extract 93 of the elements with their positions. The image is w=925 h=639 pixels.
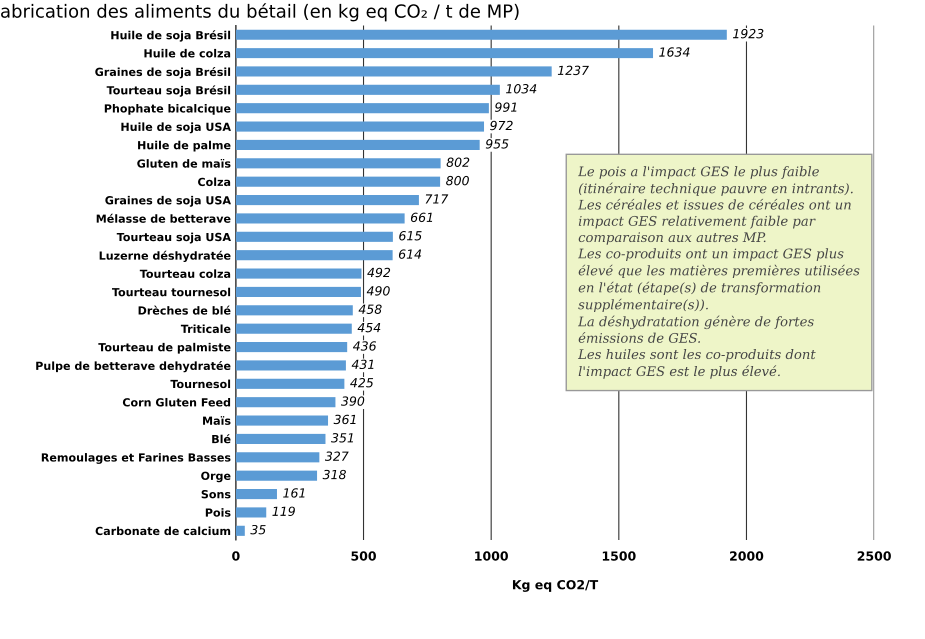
data-label: 119 xyxy=(272,506,295,516)
bar xyxy=(236,286,361,297)
bar xyxy=(236,84,500,95)
bar xyxy=(236,268,362,279)
y-tick-label: Gluten de maïs xyxy=(137,158,230,168)
x-tick-label: 2500 xyxy=(858,551,891,561)
bar xyxy=(236,195,419,206)
y-tick-label: Huile de palme xyxy=(138,140,230,152)
bar xyxy=(236,488,277,500)
y-tick-label: Graines de soja Brésil xyxy=(95,67,230,78)
data-label: 161 xyxy=(283,488,304,498)
data-label: 327 xyxy=(324,451,349,461)
y-tick-label: Pois xyxy=(206,508,230,517)
text: Le pois a l'impact GES le plus faible (itinéraire technique pauvre en intrants). Les céréales et issues de céréales ont un impact GES relativement faible par comparaison aux autres MP. Les co-produits ont un impact GES plus élevé que les matières premières utilisées en l'état (étape(s) de transformation supplémentaire(s)). La déshydratation génère de fortes émissions de GES. Les huiles sont les co-produits dont l'impact GES est le plus élevé. xyxy=(578,166,860,379)
bar xyxy=(236,452,320,462)
bar xyxy=(236,250,393,260)
data-label: 800 xyxy=(446,176,469,186)
bar xyxy=(236,122,484,132)
bar xyxy=(236,158,441,168)
data-label: 717 xyxy=(426,194,448,204)
bar xyxy=(236,470,318,481)
x-tick-label: 0 xyxy=(232,551,240,561)
data-label: 1237 xyxy=(558,66,589,76)
y-tick-label: Tourteau soja USA xyxy=(116,232,231,244)
data-label: 955 xyxy=(486,139,508,149)
data-label: 492 xyxy=(367,268,390,278)
data-label: 431 xyxy=(352,360,374,370)
y-tick-label: Corn Gluten Feed xyxy=(122,398,230,407)
bar xyxy=(236,30,727,40)
bar xyxy=(236,324,352,334)
bar xyxy=(236,526,245,536)
data-label: 35 xyxy=(250,524,266,534)
data-label: 1034 xyxy=(506,84,536,94)
data-label: 454 xyxy=(358,323,380,332)
data-label: 972 xyxy=(490,120,513,130)
bar xyxy=(236,360,346,370)
data-label: 361 xyxy=(334,414,356,424)
y-tick-label: Tournesol xyxy=(170,380,230,388)
bar xyxy=(236,66,552,77)
data-label: 351 xyxy=(331,433,354,443)
x-tick-label: 500 xyxy=(351,551,376,561)
data-label: 1923 xyxy=(732,28,764,38)
y-tick-label: Sons xyxy=(202,490,230,498)
y-tick-label: Tourteau colza xyxy=(140,269,230,278)
y-tick-label: Maïs xyxy=(203,416,230,425)
y-tick-label: Tourteau de palmiste xyxy=(98,342,230,354)
bar xyxy=(236,378,344,389)
y-tick-label: Huile de colza xyxy=(144,48,230,58)
y-tick-label: Blé xyxy=(212,434,230,444)
x-tick-label: 1500 xyxy=(602,551,636,561)
data-label: 661 xyxy=(410,212,432,222)
y-tick-label: Pulpe de betterave dehydratée xyxy=(36,360,230,372)
bar xyxy=(236,434,326,444)
bar xyxy=(236,342,348,352)
y-tick-label: Remoulages et Farines Basses xyxy=(42,453,230,464)
data-label: 991 xyxy=(494,102,516,112)
bar xyxy=(236,397,336,408)
y-tick-label: Tourteau soja Brésil xyxy=(106,85,230,97)
y-tick-label: Huile de soja Brésil xyxy=(111,30,230,42)
bar xyxy=(236,507,266,518)
x-tick-label: 2000 xyxy=(730,551,764,561)
y-tick-label: Phophate bicalcique xyxy=(104,104,230,115)
bar xyxy=(236,48,654,58)
data-label: 318 xyxy=(322,470,346,480)
bar xyxy=(236,232,393,242)
y-tick-label: Drèches de blé xyxy=(138,306,230,315)
y-tick-label: Colza xyxy=(198,177,230,186)
bar xyxy=(236,213,405,224)
y-tick-label: Mélasse de betterave xyxy=(96,214,230,223)
data-label: 458 xyxy=(358,304,382,314)
data-label: 390 xyxy=(341,396,364,406)
y-tick-label: Tourteau tournesol xyxy=(112,288,230,296)
bar xyxy=(236,305,353,316)
data-label: 490 xyxy=(366,286,390,296)
x-axis-title: Kg eq CO2/T xyxy=(512,580,598,592)
x-tick-label: 1000 xyxy=(475,551,508,561)
data-label: 436 xyxy=(352,341,376,351)
data-label: 425 xyxy=(350,378,374,388)
data-label: 802 xyxy=(446,158,470,167)
data-label: 615 xyxy=(399,231,422,240)
y-tick-label: Luzerne déshydratée xyxy=(100,250,230,262)
y-tick-label: Orge xyxy=(201,472,230,482)
bar xyxy=(236,176,440,187)
bar xyxy=(236,103,489,114)
y-tick-label: Carbonate de calcium xyxy=(96,526,230,536)
y-tick-label: Triticale xyxy=(180,324,230,334)
chart-title: abrication des aliments du bétail (en kg eq CO₂ / t de MP) xyxy=(1,3,519,22)
data-label: 1634 xyxy=(659,47,690,57)
y-tick-label: Huile de soja USA xyxy=(121,122,231,134)
bar xyxy=(236,140,480,150)
data-label: 614 xyxy=(398,249,422,259)
bar xyxy=(236,415,328,426)
y-tick-label: Graines de soja USA xyxy=(105,196,231,207)
